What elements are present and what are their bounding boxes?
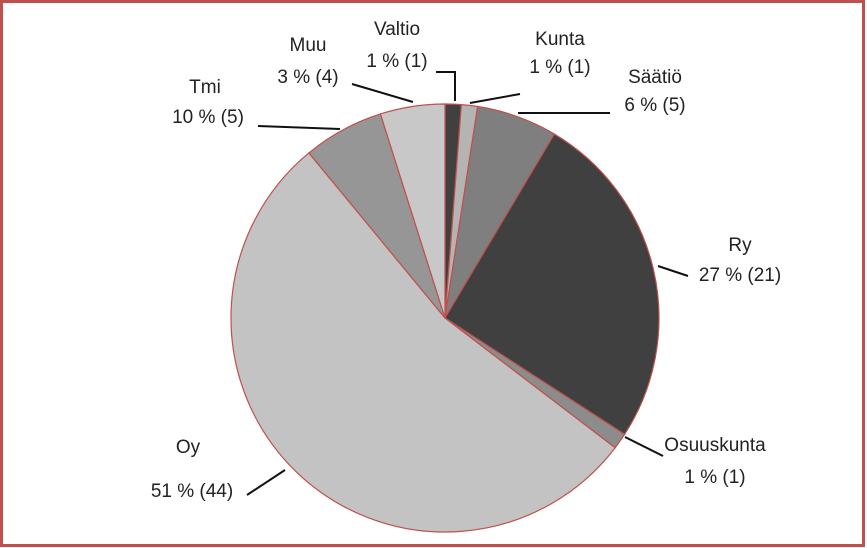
slice-value-label: 1 % (1) <box>684 467 745 488</box>
pie <box>230 103 660 533</box>
slice-label: Valtio <box>374 19 420 40</box>
slice-value-label: 51 % (44) <box>151 481 233 502</box>
leader-line <box>257 125 341 130</box>
pie-slice <box>230 152 617 533</box>
slice-value-label: 1 % (1) <box>529 57 590 78</box>
slice-value-label: 1 % (1) <box>366 51 427 72</box>
labels: Valtio 1 % (1) Kunta 1 % (1) Säätiö 6 % (5) Ry… <box>151 19 781 502</box>
slice-value-label: 10 % (5) <box>172 107 244 128</box>
pie-slice <box>444 133 660 436</box>
slice-label: Ry <box>728 235 752 256</box>
leader-line <box>657 265 689 277</box>
slice-label: Kunta <box>535 29 585 50</box>
slice-label: Oy <box>176 437 201 458</box>
slice-value-label: 27 % (21) <box>699 265 781 286</box>
leader-line <box>469 93 521 104</box>
slice-value-label: 3 % (4) <box>277 67 338 88</box>
leader-line <box>624 436 664 457</box>
slice-value-label: 6 % (5) <box>624 95 685 116</box>
slice-label: Tmi <box>189 77 221 98</box>
slice-label: Osuuskunta <box>664 435 766 456</box>
leader-line <box>246 469 286 496</box>
leader-line <box>436 71 456 101</box>
leader-line <box>351 83 414 103</box>
slice-label: Muu <box>290 35 327 56</box>
pie-slice <box>379 103 446 319</box>
slice-label: Säätiö <box>628 67 682 88</box>
